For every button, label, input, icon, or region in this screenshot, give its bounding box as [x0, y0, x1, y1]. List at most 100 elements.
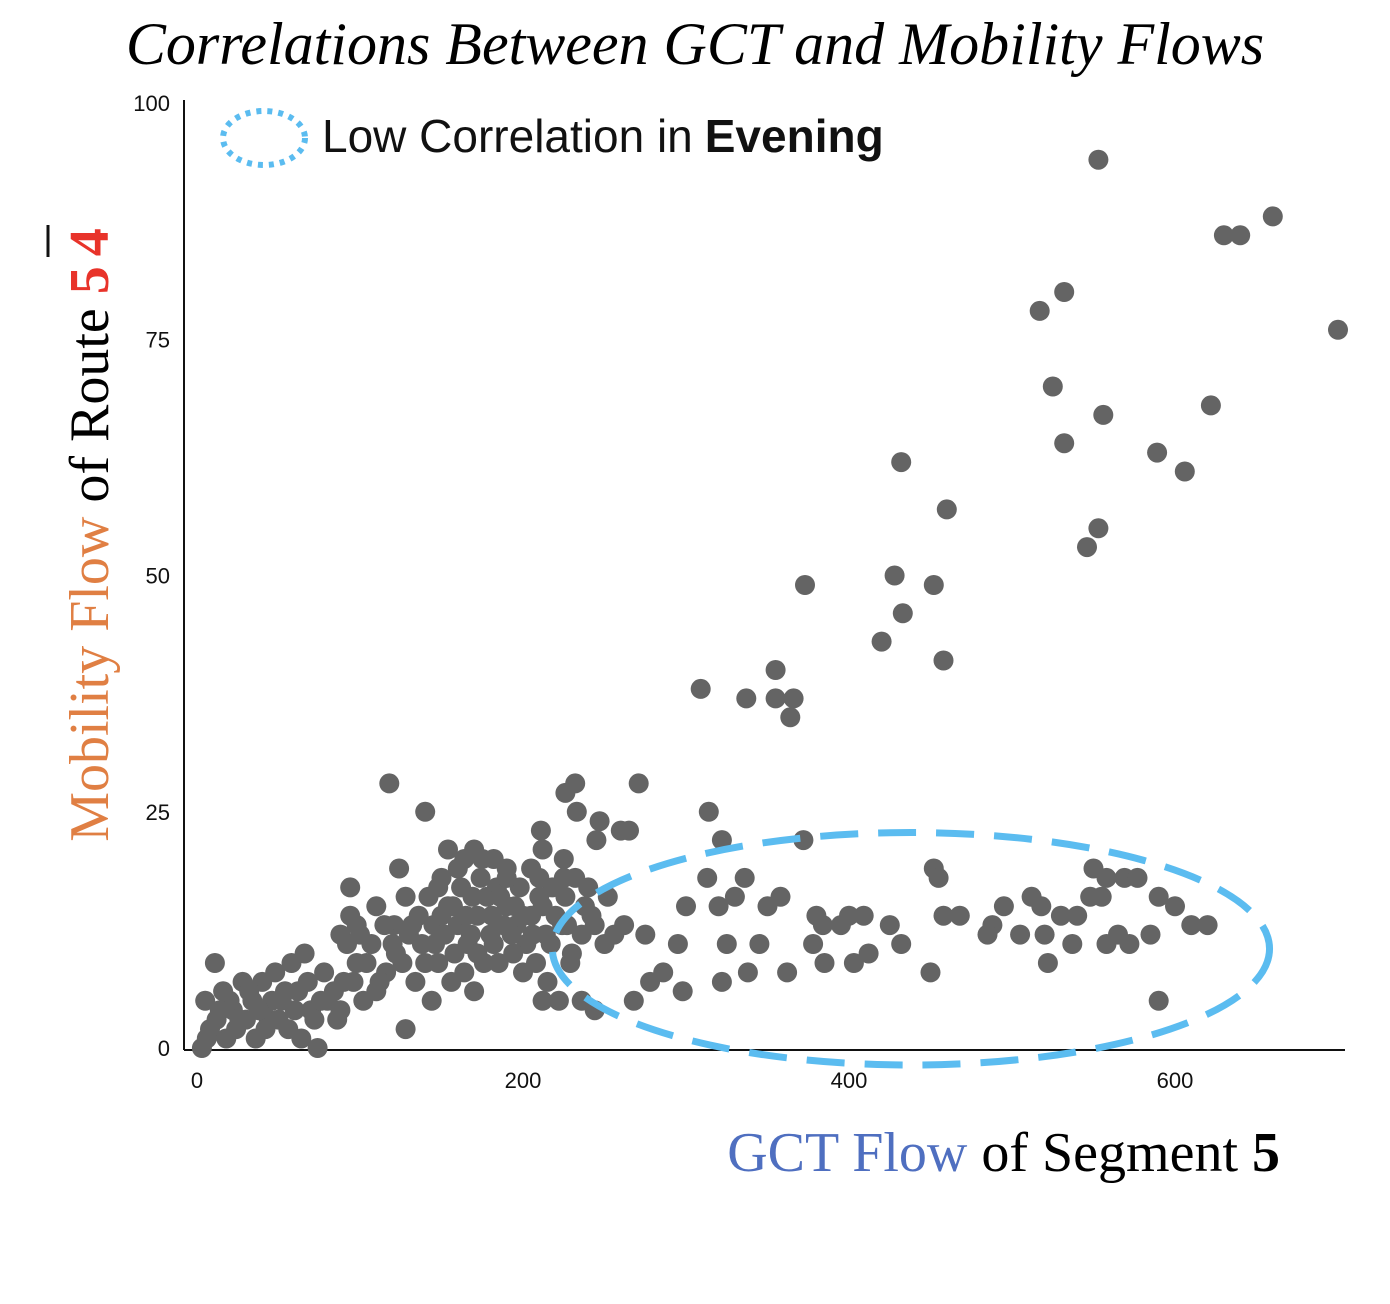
data-point [737, 962, 758, 983]
data-point [635, 924, 656, 945]
data-point [444, 943, 465, 964]
data-point [1213, 225, 1234, 246]
data-point [191, 1038, 212, 1058]
data-point [949, 905, 970, 926]
data-point [411, 934, 432, 954]
data-point [690, 678, 711, 699]
data-point [369, 971, 390, 992]
data-point [749, 934, 770, 954]
data-point [522, 924, 543, 945]
data-point [248, 1000, 269, 1021]
data-point [265, 962, 286, 983]
data-point [777, 962, 798, 983]
data-point [1147, 442, 1168, 463]
data-point [553, 867, 574, 888]
data-point [1200, 395, 1221, 416]
data-point [711, 830, 732, 851]
data-point [812, 915, 833, 936]
data-point [490, 886, 511, 907]
data-point [513, 905, 533, 926]
data-point [783, 688, 804, 709]
data-point [340, 905, 361, 926]
data-point [891, 934, 912, 954]
data-point [1088, 149, 1109, 170]
x-axis-label: GCT Flow of Segment 5 [727, 1122, 1280, 1184]
data-point [374, 915, 395, 936]
data-point [676, 896, 696, 917]
data-point [586, 830, 607, 851]
x-axis-label-colored: GCT Flow [727, 1122, 968, 1184]
y-axis-label-colored: Mobility Flow [59, 516, 121, 842]
data-point [891, 452, 912, 473]
data-point [1148, 886, 1169, 907]
data-point [441, 971, 462, 992]
data-point [697, 867, 718, 888]
data-point [1140, 924, 1161, 945]
data-point [501, 924, 522, 945]
data-point [195, 990, 216, 1011]
data-point [405, 971, 426, 992]
data-point [1062, 934, 1083, 954]
data-point [977, 924, 998, 945]
data-point [415, 801, 436, 822]
data-point [716, 934, 737, 954]
data-point [350, 924, 370, 945]
data-point [858, 943, 879, 964]
data-point [537, 971, 558, 992]
data-point [765, 688, 786, 709]
legend: Low Correlation in Evening [220, 108, 884, 168]
data-point [395, 886, 416, 907]
data-point [1054, 433, 1075, 454]
data-point [1054, 282, 1075, 302]
chart-title: Correlations Between GCT and Mobility Fl… [126, 11, 1264, 77]
data-point [521, 858, 542, 879]
data-point [1119, 934, 1140, 954]
data-point [993, 896, 1014, 917]
y-tick-label: 100 [133, 91, 170, 116]
data-point [540, 934, 561, 954]
data-point [843, 953, 864, 973]
data-point [623, 990, 644, 1011]
data-point [871, 631, 892, 652]
data-point [530, 820, 551, 841]
data-point [327, 1009, 348, 1030]
data-point [1034, 924, 1055, 945]
data-point [460, 924, 481, 945]
data-point [803, 934, 824, 954]
data-point [566, 801, 587, 822]
data-point [470, 867, 491, 888]
x-axis-label-bold: 5 [1252, 1122, 1280, 1184]
data-point [1148, 990, 1169, 1011]
data-point [204, 953, 225, 973]
scatter-points [191, 149, 1348, 1058]
data-point [346, 953, 367, 973]
data-point [529, 886, 550, 907]
data-point [421, 990, 442, 1011]
legend-label: Low Correlation in Evening [322, 110, 884, 162]
data-point [333, 971, 354, 992]
data-point [560, 953, 581, 973]
data-point [555, 782, 576, 803]
data-point [879, 915, 900, 936]
data-point [1088, 518, 1109, 539]
data-point [628, 773, 649, 794]
data-point [589, 811, 610, 832]
data-point [892, 603, 913, 624]
data-point [571, 924, 592, 945]
data-point [447, 858, 468, 879]
data-point [294, 943, 315, 964]
data-point [553, 849, 574, 869]
data-point [455, 905, 476, 926]
data-point [795, 575, 815, 595]
y-tick-label: 75 [146, 327, 170, 352]
route-digit-high: 4 [59, 228, 121, 256]
legend-dotted-ellipse-icon [220, 108, 308, 168]
data-point [548, 990, 569, 1011]
data-point [532, 839, 553, 860]
y-tick-label: 50 [146, 564, 170, 589]
data-point [933, 650, 954, 671]
data-point [581, 905, 602, 926]
data-point [814, 953, 835, 973]
data-point [1093, 404, 1114, 425]
